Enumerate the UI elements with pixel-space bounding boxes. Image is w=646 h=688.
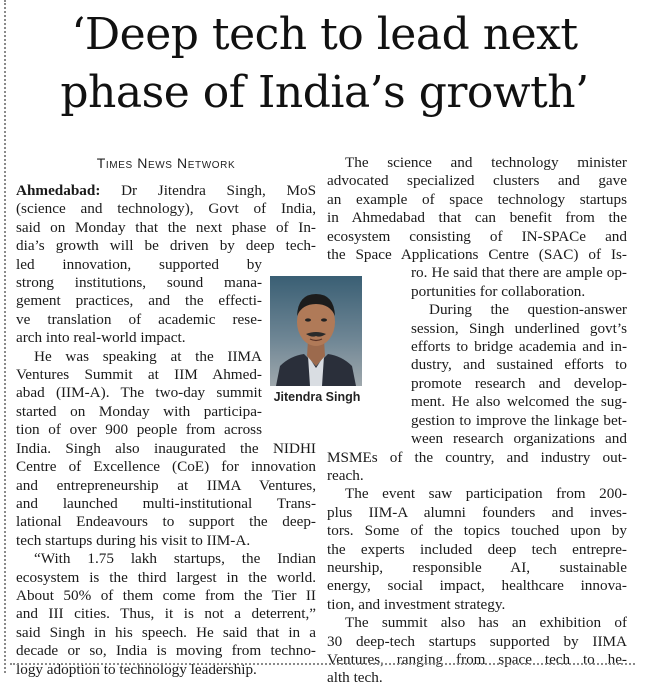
text-line: portunities for collaboration. xyxy=(411,282,586,300)
text-line: plus IIM-A alumni founders and inves- xyxy=(327,503,627,521)
text-line: and entrepreneurship at IIMA Ventures, xyxy=(16,476,316,494)
text-line: efforts to bridge academia and in- xyxy=(411,338,627,356)
text-line: lational Endeavours to support the deep- xyxy=(16,513,316,531)
text-line: dia’s growth will be driven by deep tech… xyxy=(16,237,316,255)
headline-line-2: phase of India’s growth’ xyxy=(60,67,589,118)
text-line: in Ahmedabad that can benefit from the xyxy=(327,209,627,227)
text-line: arch into real-world impact. xyxy=(16,329,186,347)
person-portrait-icon xyxy=(276,294,356,386)
headline: ‘Deep tech to lead next phase of India’s… xyxy=(12,6,637,122)
text-line: gement practices, and the effecti- xyxy=(16,292,262,310)
text-line: Ventures, ranging from space tech to he- xyxy=(327,650,627,668)
text-line: alth tech. xyxy=(327,669,383,687)
text-line: “With 1.75 lakh startups, the Indian xyxy=(34,550,316,568)
article-column-left: Times News Network Ahmedabad: Dr Jitendr… xyxy=(16,154,316,679)
photo-caption: Jitendra Singh xyxy=(273,390,361,404)
headline-line-1: ‘Deep tech to lead next xyxy=(71,9,578,60)
text-line: energy, social impact, healthcare innova… xyxy=(327,577,627,595)
dotted-border-bottom xyxy=(10,663,635,665)
text-line: About 50% of them come from the Tier II xyxy=(16,586,316,604)
byline: Times News Network xyxy=(96,155,236,171)
text-line: tors. Some of the topics touched upon by xyxy=(327,522,627,540)
text-line: 30 deep-tech startups supported by IIMA xyxy=(327,632,627,650)
text-line: Ventures Summit at IIM Ahmed- xyxy=(16,366,262,384)
text-line: The event saw participation from 200- xyxy=(345,485,627,503)
text-line: gestion to improve the linkage bet- xyxy=(411,411,627,429)
text-line: ecosystem consisting of IN-SPACe and xyxy=(327,227,627,245)
text-line: the experts included deep tech entrepre- xyxy=(327,540,627,558)
article-column-right: The science and technology minister advo… xyxy=(327,154,627,688)
text-line: (science and technology), Govt of India, xyxy=(16,200,316,218)
text-line: neurship, responsible AI, sustainable xyxy=(327,558,627,576)
text-line: reach. xyxy=(327,466,364,484)
text-line: said on Monday that the next phase of In… xyxy=(16,218,316,236)
text-line: promote research and develop- xyxy=(411,374,627,392)
text-line: and launched multi-institutional Trans- xyxy=(16,494,316,512)
dotted-border-left xyxy=(4,0,6,673)
text-line: the Space Applications Centre (SAC) of I… xyxy=(327,246,627,264)
text-line: During the question-answer xyxy=(429,301,627,319)
text-line: and III cities. Thus, it is not a deterr… xyxy=(16,605,316,623)
dateline: Ahmedabad: xyxy=(16,182,101,199)
text-line: ve translation of academic rese- xyxy=(16,310,262,328)
text-line: started on Monday with participa- xyxy=(16,402,262,420)
text-line: ween research organizations and xyxy=(411,430,627,448)
text-line: strong institutions, sound mana- xyxy=(16,274,262,292)
text-line: session, Singh underlined govt’s xyxy=(411,319,627,337)
text-line: said Singh in his speech. He said that i… xyxy=(16,623,316,641)
text-line: advocated specialized clusters and gave xyxy=(327,172,627,190)
text-line: dustry, and sustained efforts to xyxy=(411,356,627,374)
text-line: an example of space technology startups xyxy=(327,190,627,208)
text-line: MSMEs of the country, and industry out- xyxy=(327,448,627,466)
text-line: tion, and investment strategy. xyxy=(327,595,506,613)
text-line: ment. He also welcomed the sug- xyxy=(411,393,627,411)
text-line: The science and technology minister xyxy=(345,154,627,171)
portrait-photo xyxy=(270,276,362,386)
text-line: tech startups during his visit to IIM-A. xyxy=(16,531,251,549)
text-line: led innovation, supported by xyxy=(16,255,262,273)
text-line: Ahmedabad: Dr Jitendra Singh, MoS xyxy=(16,182,316,199)
text-line: ro. He said that there are ample op- xyxy=(411,264,627,282)
portrait-image xyxy=(270,276,362,386)
text-line: decade or so, India is moving from techn… xyxy=(16,642,316,660)
text-line: tion of over 900 people from across xyxy=(16,421,262,439)
text-line: The summit also has an exhibition of xyxy=(345,614,627,632)
text-line: ecosystem is the third largest in the wo… xyxy=(16,568,316,586)
text-line: abad (IIM-A). The two-day summit xyxy=(16,384,262,402)
text-line: He was speaking at the IIMA xyxy=(34,347,262,365)
newspaper-clipping: ‘Deep tech to lead next phase of India’s… xyxy=(4,0,637,686)
text-line: Centre of Excellence (CoE) for innovatio… xyxy=(16,458,316,476)
text-line: India. Singh also inaugurated the NIDHI xyxy=(16,439,316,457)
